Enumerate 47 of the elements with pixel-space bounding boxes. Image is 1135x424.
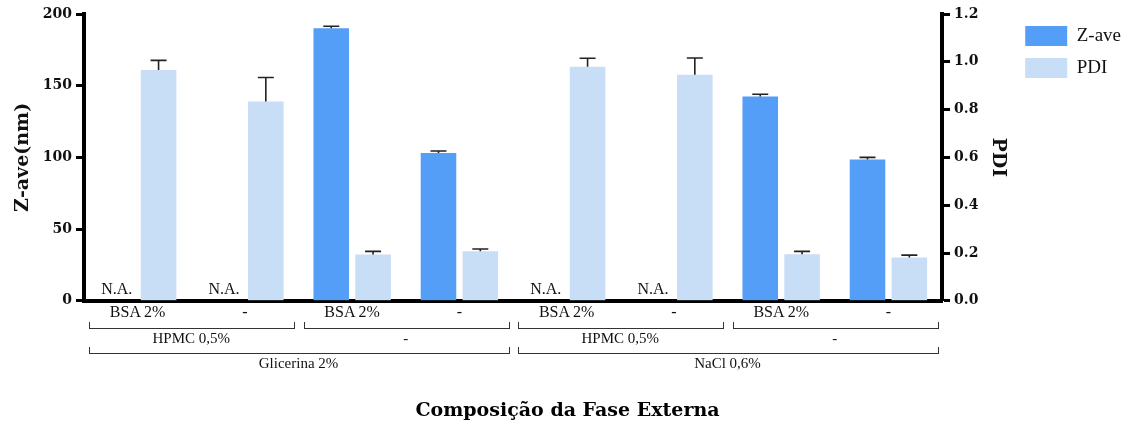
text: NaCl 0,6% [694, 354, 761, 372]
y2-tick-label: 0.2 [954, 243, 979, 260]
x-tick-label: BSA 2% [538, 302, 595, 320]
text: N.A. [637, 280, 669, 297]
legend-label: Z-ave [1076, 23, 1122, 45]
bar [140, 69, 177, 301]
bar [420, 153, 457, 301]
bar [784, 254, 820, 301]
bar [462, 251, 499, 301]
text: N.A. [530, 280, 562, 297]
y-tick-label: 150 [42, 76, 73, 93]
x-tick-label: BSA 2% [109, 302, 166, 320]
y2-tick-label: 1.2 [954, 4, 979, 21]
y2-tick-label: 0.4 [954, 195, 979, 212]
y2-tick-label: 0.0 [954, 291, 979, 308]
y-axis-title: Z-ave(nm) [10, 102, 33, 212]
x-tick-label: - [242, 302, 248, 320]
x-tick-label: BSA 2% [324, 302, 380, 320]
y-tick-label: 200 [42, 4, 73, 21]
text: N.A. [101, 280, 133, 297]
text: - [832, 329, 838, 347]
x-tick-label: - [456, 302, 463, 320]
y2-axis-title: PDI [988, 137, 1011, 178]
bar [355, 254, 391, 301]
text: - [403, 329, 409, 347]
y2-tick-label: 0.8 [954, 100, 979, 117]
y-tick-label: 50 [52, 219, 73, 236]
text: N.A. [208, 280, 240, 297]
text: Glicerina 2% [258, 354, 339, 372]
text: HPMC 0,5% [581, 329, 660, 347]
y2-tick-label: 1.0 [954, 52, 979, 69]
bar [569, 66, 606, 301]
y-tick-label: 0 [62, 291, 73, 308]
bar [677, 74, 713, 301]
bar [248, 101, 284, 301]
x-tick-label: BSA 2% [753, 302, 809, 320]
x-tick-label: - [885, 302, 892, 320]
y-tick-label: 100 [42, 148, 73, 165]
y2-tick-label: 0.6 [954, 148, 979, 165]
x-axis-title: Composição da Fase Externa [414, 398, 721, 420]
bar [849, 159, 886, 301]
bar [891, 257, 928, 301]
bar [742, 96, 779, 301]
text: HPMC 0,5% [152, 329, 231, 347]
legend-label: PDI [1076, 55, 1108, 77]
bar [313, 28, 350, 301]
x-tick-label: - [671, 302, 677, 320]
